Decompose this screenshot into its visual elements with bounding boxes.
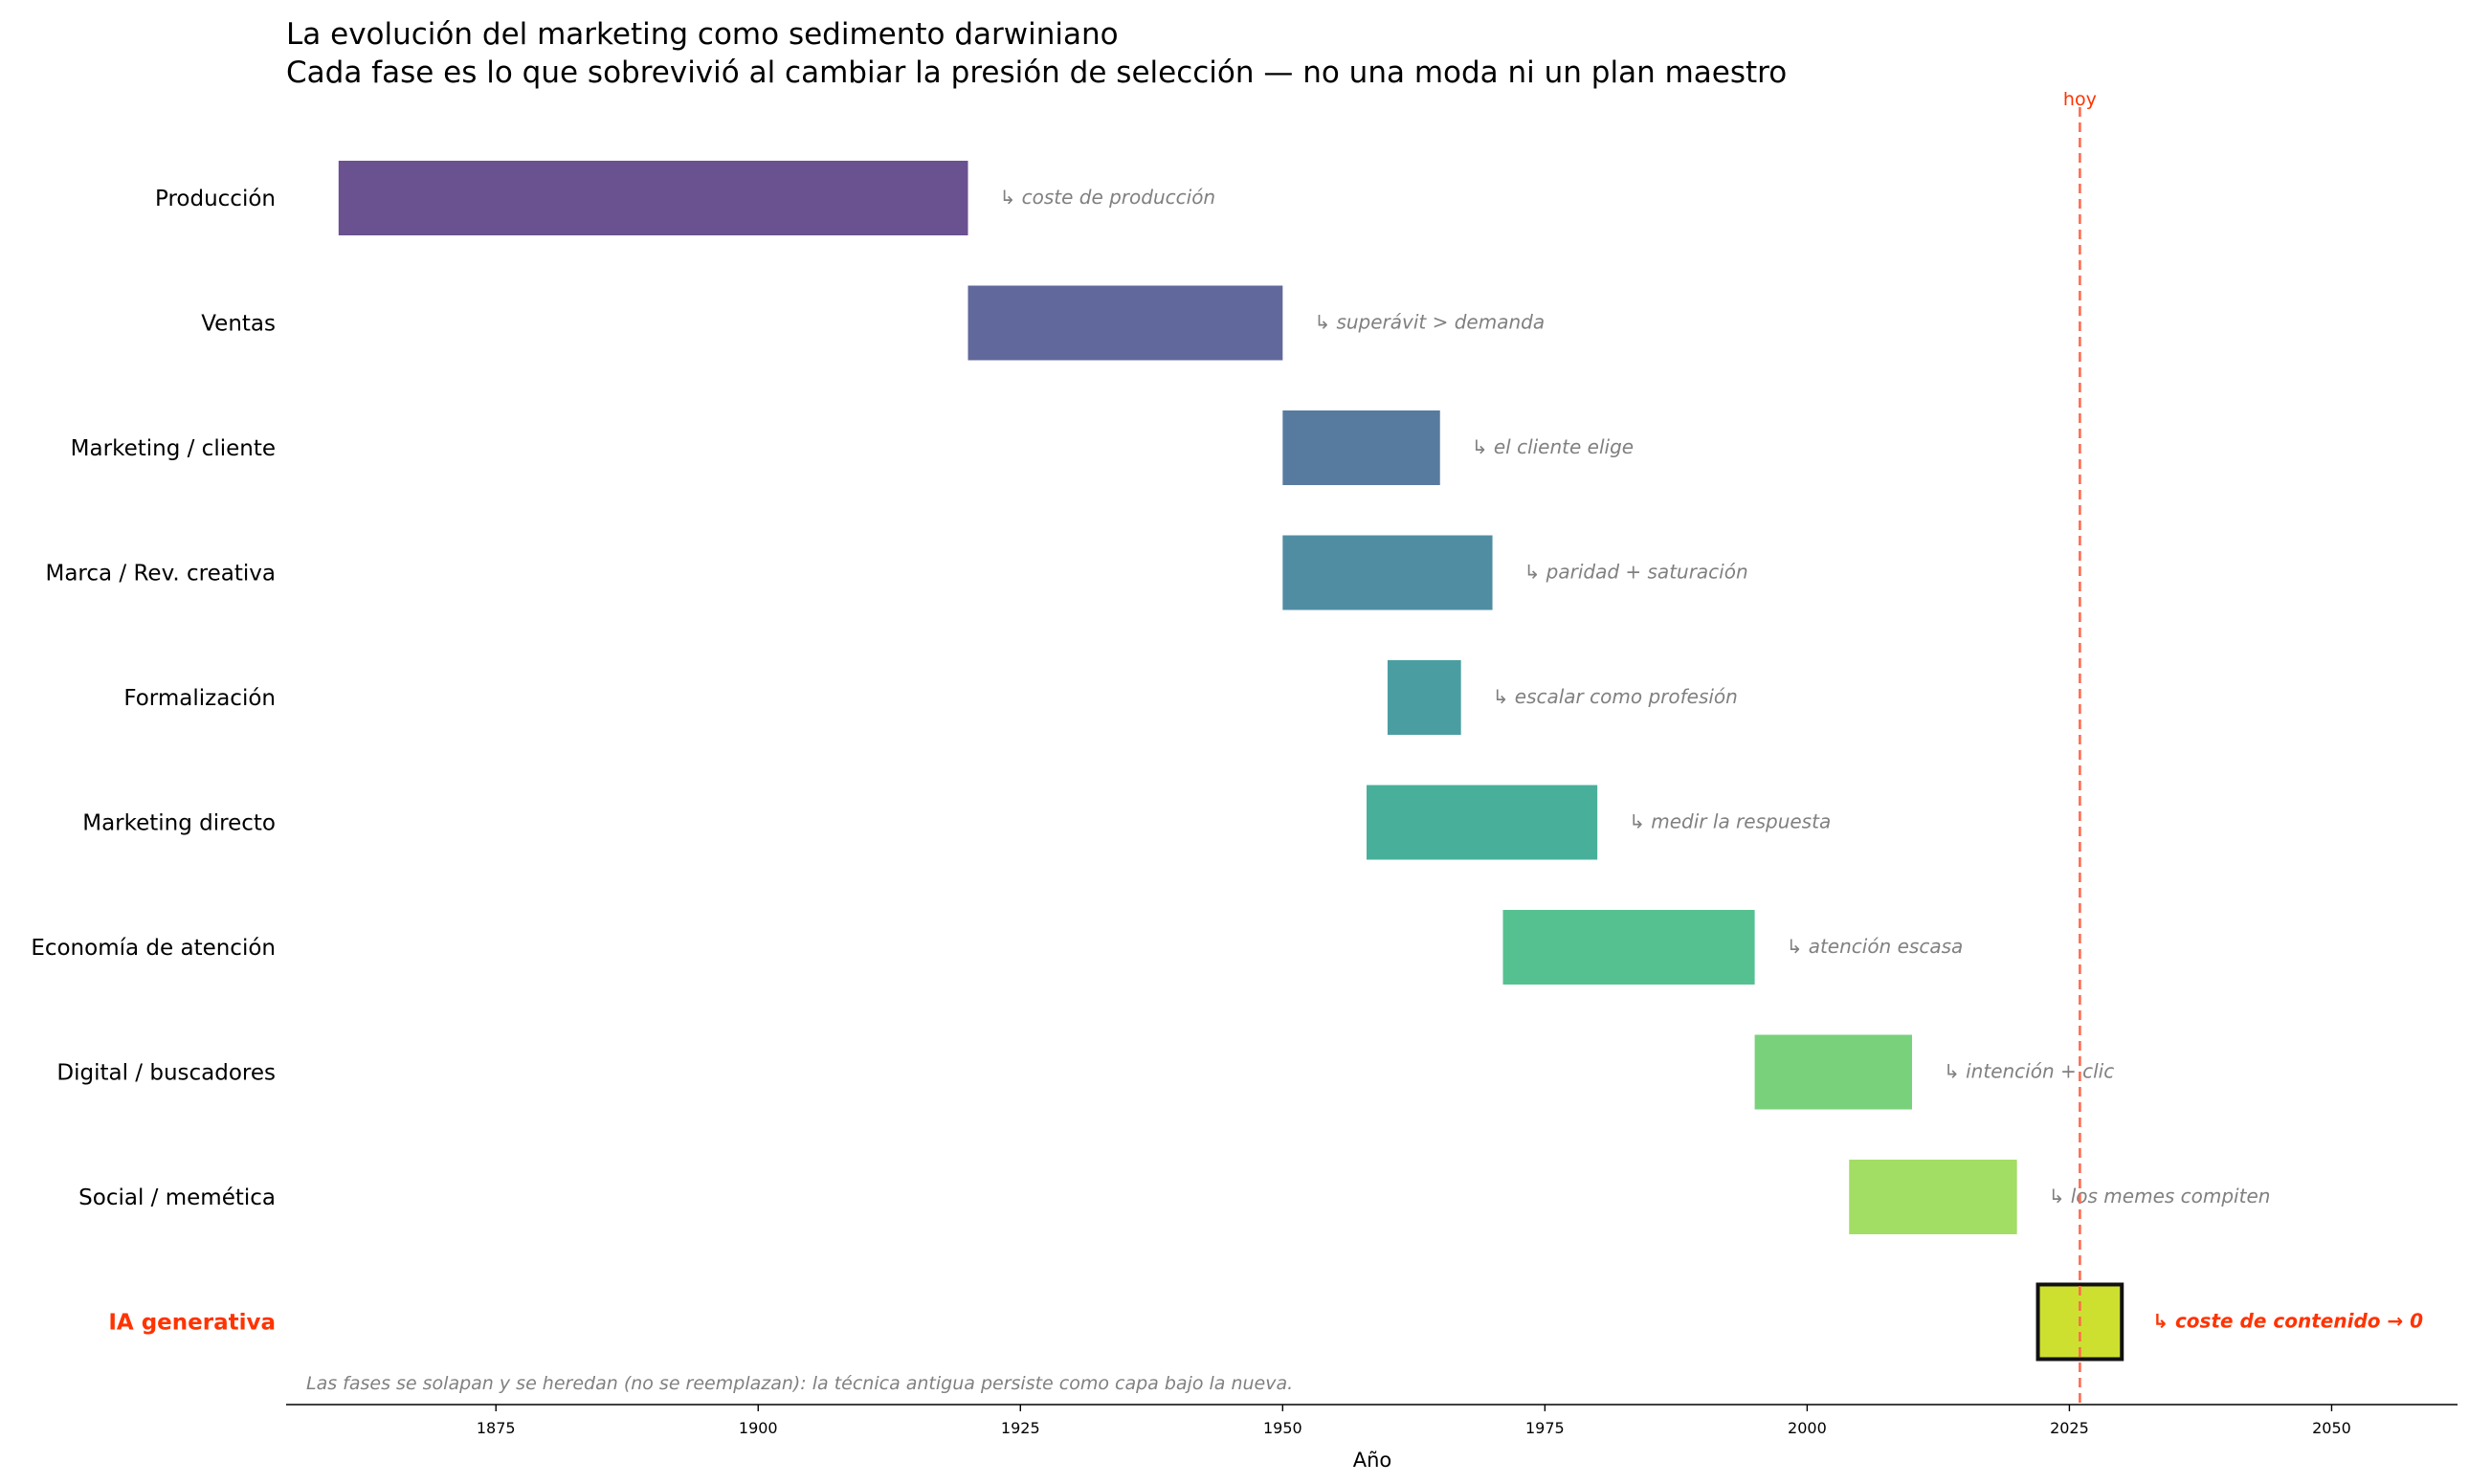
today-layer: hoy	[2063, 89, 2097, 1405]
phase-bar	[1502, 910, 1755, 985]
phase-label: Marketing / cliente	[71, 436, 276, 461]
phase-label: Formalización	[123, 686, 276, 711]
phase-row: Producción ↳ coste de producción	[155, 161, 1215, 235]
pressure-annotation: ↳ medir la respuesta	[1629, 810, 1831, 833]
x-tick-label: 2050	[2312, 1419, 2351, 1437]
pressure-annotation: ↳ atención escasa	[1787, 935, 1964, 958]
pressure-annotation: ↳ coste de producción	[999, 186, 1215, 209]
phase-bar	[1367, 785, 1598, 860]
x-tick-label: 1875	[477, 1419, 516, 1437]
phase-label: Social / memética	[78, 1185, 276, 1210]
phase-row: Marca / Rev. creativa ↳ paridad + saturac…	[45, 535, 1748, 610]
phase-label: Marca / Rev. creativa	[45, 562, 276, 587]
phase-bar	[1754, 1034, 1913, 1110]
x-tick-label: 1925	[1001, 1419, 1040, 1437]
x-tick-label: 1900	[739, 1419, 778, 1437]
pressure-annotation: ↳ intención + clic	[1944, 1060, 2114, 1083]
bars-layer: Producción ↳ coste de producción Ventas ↳ s…	[31, 161, 2423, 1362]
x-tick-label: 1975	[1525, 1419, 1565, 1437]
phase-row: Digital / buscadores ↳ intención + clic	[56, 1034, 2114, 1110]
phase-row: IA generativa ↳ coste de contenido → 0	[108, 1282, 2423, 1362]
phase-label: Economía de atención	[31, 936, 276, 961]
x-tick-label: 2025	[2050, 1419, 2089, 1437]
phase-bar	[1282, 410, 1440, 485]
phase-label: Digital / buscadores	[56, 1061, 276, 1086]
phase-label: Producción	[155, 187, 276, 211]
phase-bar	[1282, 535, 1493, 610]
phase-row: Marketing directo ↳ medir la respuesta	[82, 785, 1831, 860]
phase-row: Ventas ↳ superávit > demanda	[201, 285, 1545, 361]
x-tick-label: 1950	[1263, 1419, 1302, 1437]
phase-row: Economía de atención ↳ atención escasa	[31, 910, 1963, 985]
pressure-annotation: ↳ los memes compiten	[2049, 1185, 2271, 1207]
phase-bar-highlight	[2035, 1282, 2124, 1362]
phase-row: Social / memética ↳ los memes compiten	[78, 1160, 2270, 1234]
phase-bar	[1387, 660, 1461, 735]
phase-row: Formalización ↳ escalar como profesión	[123, 660, 1738, 735]
phase-label: IA generativa	[108, 1311, 276, 1336]
pressure-annotation: ↳ el cliente elige	[1472, 435, 1634, 458]
pressure-annotation: ↳ escalar como profesión	[1493, 685, 1738, 708]
phase-label: Marketing directo	[82, 811, 276, 836]
chart-subtitle: Cada fase es lo que sobrevivió al cambia…	[286, 55, 1787, 90]
phase-bar	[338, 161, 968, 235]
phase-row: Marketing / cliente ↳ el cliente elige	[71, 410, 1634, 485]
phase-bar	[968, 285, 1283, 361]
x-tick-label: 2000	[1788, 1419, 1827, 1437]
today-label: hoy	[2063, 89, 2097, 110]
pressure-annotation: ↳ coste de contenido → 0	[2152, 1310, 2423, 1333]
phase-bar	[1849, 1160, 2017, 1234]
pressure-annotation: ↳ paridad + saturación	[1524, 561, 1748, 584]
x-axis-label: Año	[1353, 1449, 1392, 1472]
pressure-annotation: ↳ superávit > demanda	[1314, 311, 1545, 334]
x-ticks-layer: 1875 1900 1925 1950 1975 2000 2025 2050	[477, 1405, 2351, 1437]
footnote: Las fases se solapan y se heredan (no se…	[306, 1373, 1293, 1394]
chart-title: La evolución del marketing como sediment…	[286, 17, 1119, 52]
phase-label: Ventas	[201, 312, 276, 337]
